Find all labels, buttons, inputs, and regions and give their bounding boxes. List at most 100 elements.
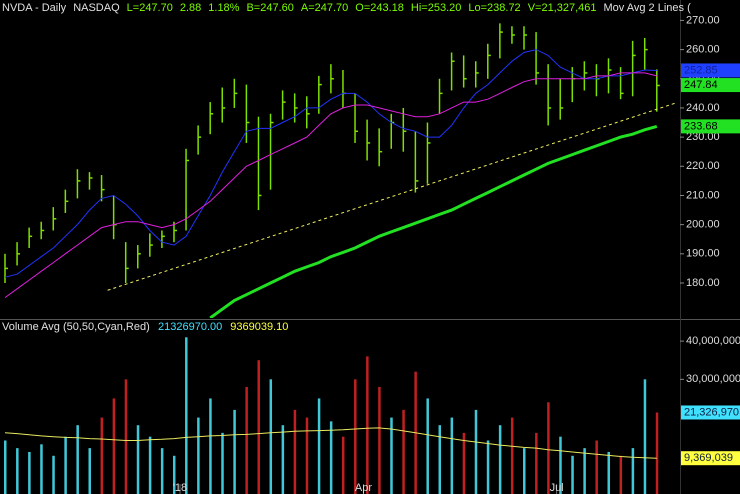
x-tick-label: '18 [173,482,187,494]
volume-bar [547,402,550,494]
volume-bar [100,417,104,494]
volume-tick-label: 40,000,000 [686,335,740,347]
volume-bar [160,448,164,494]
volume-average [4,427,657,459]
y-tick-label: 200.00 [686,219,720,231]
volume-panel [4,337,659,494]
volume-legend: 9369039.10 [230,321,288,333]
volume-bar [245,386,248,494]
volume-bar [559,436,562,494]
volume-bar [510,417,514,494]
volume-bar [257,360,260,494]
volume-bar [607,451,610,494]
volume-bar [329,421,333,494]
volume-bar [655,412,659,494]
header-item: A=247.70 [301,2,348,14]
volume-bar [341,436,345,494]
volume-bar [233,409,236,494]
volume-bar [571,455,574,494]
volume-bar [40,444,43,494]
volume-bar [305,417,309,494]
header-item: NASDAQ [73,2,120,14]
moving-average [4,49,657,278]
y-tick-label: 240.00 [686,102,720,114]
volume-bar [88,448,91,494]
price-panel [4,23,676,318]
volume-bar [112,398,116,494]
header-item: V=21,327,461 [528,2,597,14]
volume-bar [378,386,381,494]
volume-bar [4,440,7,494]
header-item: B=247.60 [246,2,293,14]
volume-bar [438,425,442,494]
y-tick-label: 260.00 [686,44,720,56]
volume-bar [172,455,176,494]
x-tick-label: Apr [355,482,372,494]
header-item: O=243.18 [355,2,404,14]
price-tag-label: 247.84 [684,79,718,91]
volume-bar [354,379,357,494]
y-tick-label: 230.00 [686,131,720,143]
price-tag-label: 233.68 [684,120,718,132]
y-tick-label: 270.00 [686,14,720,26]
volume-bar [293,409,297,494]
header-item: 1.18% [208,2,239,14]
volume-bar [64,436,67,494]
price-tag [681,78,740,93]
price-tag-label: 252.85 [684,64,718,76]
header-item: Hi=253.20 [411,2,461,14]
volume-bar [523,448,526,494]
volume-bar [28,451,31,494]
volume-bar [185,337,188,494]
volume-legend: 21326970.00 [158,321,222,333]
price-tag [681,119,740,134]
y-tick-label: 190.00 [686,248,720,260]
volume-bar [52,455,55,494]
volume-tag-label: 9,369,039 [684,452,733,464]
volume-bar [631,448,635,494]
volume-bar [498,425,502,494]
volume-bar [450,417,454,494]
volume-bar [124,379,128,494]
volume-bar [197,417,200,494]
header-item: L=247.70 [127,2,173,14]
volume-bar [474,409,478,494]
header-item: NVDA - Daily [2,2,67,14]
volume-tag-label: 21,326,970 [684,406,739,418]
moving-average [4,72,657,299]
y-tick-label: 220.00 [686,160,720,172]
volume-bar [619,455,623,494]
y-tick-label: 180.00 [686,277,720,289]
volume-bar [643,379,647,494]
volume-bar [148,436,152,494]
price-tag [681,63,740,78]
volume-tick-label: 30,000,000 [686,373,740,385]
volume-title: Volume Avg (50,50,Cyan,Red) [2,321,150,333]
volume-bar [317,398,321,494]
volume-bar [76,425,79,494]
header-item: Lo=238.72 [468,2,520,14]
volume-bar [426,398,429,494]
header-item: 2.88 [180,2,201,14]
volume-bar [221,432,224,494]
volume-bar [366,356,369,494]
x-tick-label: Jul [550,482,564,494]
volume-bar [535,432,538,494]
volume-tag [681,405,740,420]
moving-average [209,124,658,318]
volume-bar [136,425,140,494]
volume-tag [681,451,740,466]
volume-bar [462,432,466,494]
volume-bar [595,440,598,494]
volume-bar [16,448,19,494]
volume-bar [486,440,490,494]
volume-bar [269,379,273,494]
header-item: Mov Avg 2 Lines ( [604,2,692,14]
volume-bar [209,398,212,494]
volume-bar [390,417,393,494]
volume-bar [583,448,586,494]
